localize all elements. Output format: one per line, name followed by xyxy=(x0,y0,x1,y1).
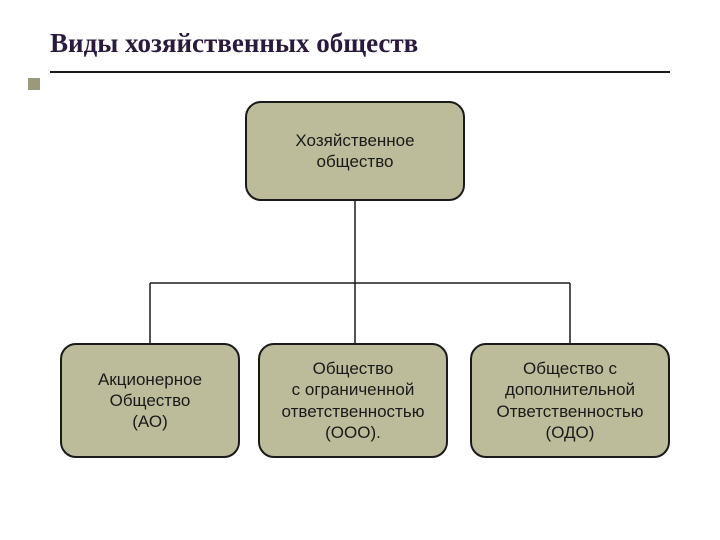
child-label-odo: Общество сдополнительнойОтветственностью… xyxy=(496,358,643,443)
child-label-ao: АкционерноеОбщество(АО) xyxy=(98,369,202,433)
diagram-area: Хозяйственноеобщество АкционерноеОбществ… xyxy=(0,73,720,493)
root-node: Хозяйственноеобщество xyxy=(245,101,465,201)
child-label-ooo: Обществос ограниченнойответственностью(О… xyxy=(282,358,425,443)
page-title: Виды хозяйственных обществ xyxy=(50,28,670,59)
child-node-ao: АкционерноеОбщество(АО) xyxy=(60,343,240,458)
root-label: Хозяйственноеобщество xyxy=(295,130,414,173)
child-node-odo: Общество сдополнительнойОтветственностью… xyxy=(470,343,670,458)
child-node-ooo: Обществос ограниченнойответственностью(О… xyxy=(258,343,448,458)
